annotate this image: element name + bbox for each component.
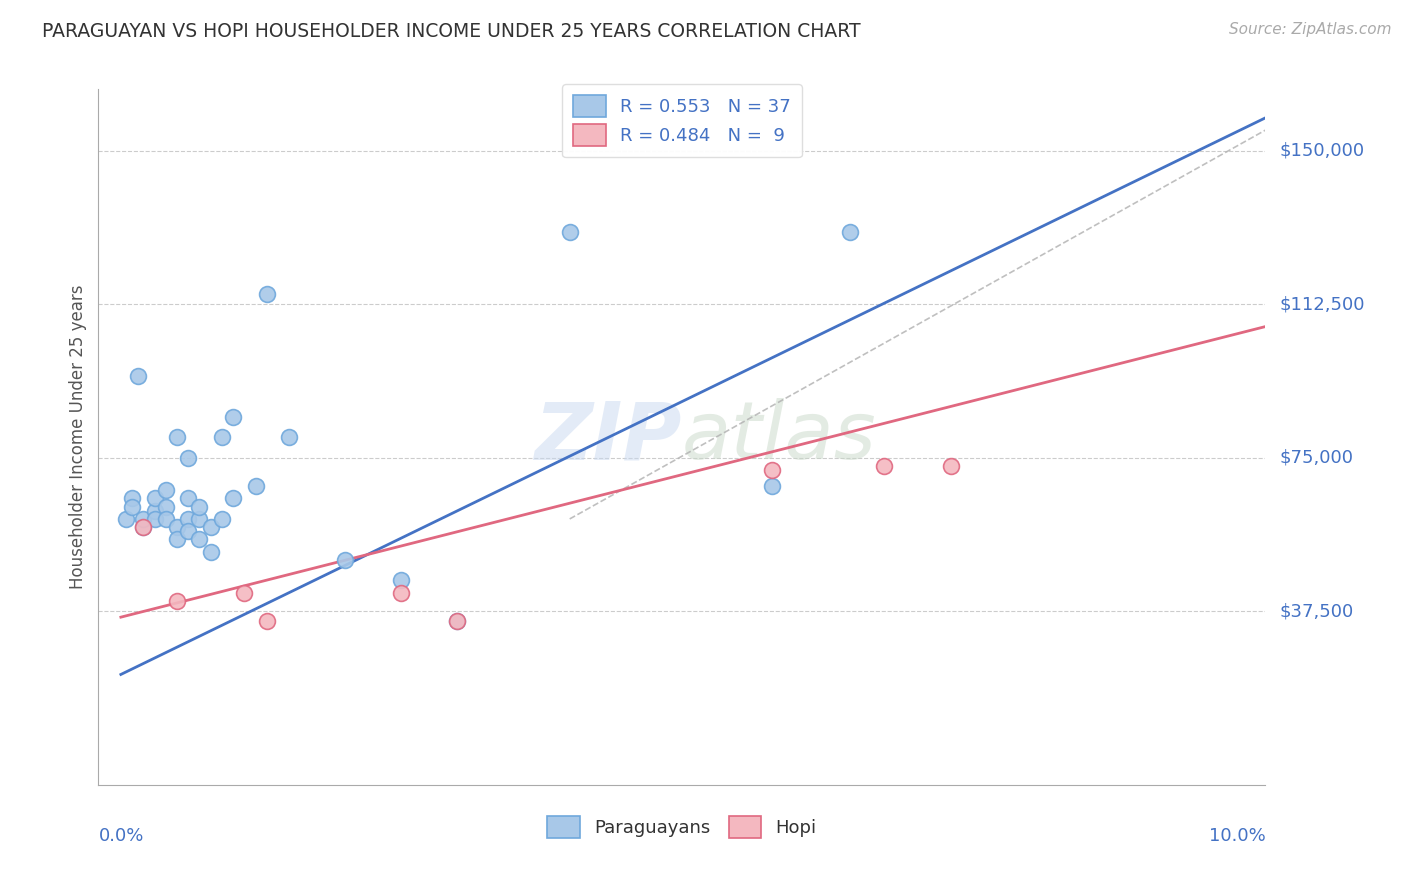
Point <box>222 491 245 506</box>
Legend: Paraguayans, Hopi: Paraguayans, Hopi <box>540 809 824 846</box>
Point <box>389 585 412 599</box>
Point <box>177 491 200 506</box>
Point <box>188 533 211 547</box>
Point <box>446 614 468 628</box>
Point <box>143 504 166 518</box>
Point <box>222 409 245 424</box>
Point <box>245 479 267 493</box>
Point <box>143 512 166 526</box>
Point <box>177 524 200 539</box>
Text: $150,000: $150,000 <box>1279 142 1364 160</box>
Point <box>127 368 149 383</box>
Point <box>188 500 211 514</box>
Point <box>446 614 468 628</box>
Point <box>761 479 783 493</box>
Point <box>177 450 200 465</box>
Text: Source: ZipAtlas.com: Source: ZipAtlas.com <box>1229 22 1392 37</box>
Point <box>941 458 963 473</box>
Point <box>389 574 412 588</box>
Point <box>761 463 783 477</box>
Text: atlas: atlas <box>682 398 877 476</box>
Point <box>115 512 138 526</box>
Point <box>121 491 143 506</box>
Point <box>121 500 143 514</box>
Point <box>166 533 188 547</box>
Point <box>335 553 357 567</box>
Point <box>166 520 188 534</box>
Point <box>188 512 211 526</box>
Text: $75,000: $75,000 <box>1279 449 1354 467</box>
Point <box>155 500 177 514</box>
Text: 10.0%: 10.0% <box>1209 827 1265 845</box>
Point <box>256 614 278 628</box>
Text: PARAGUAYAN VS HOPI HOUSEHOLDER INCOME UNDER 25 YEARS CORRELATION CHART: PARAGUAYAN VS HOPI HOUSEHOLDER INCOME UN… <box>42 22 860 41</box>
Text: ZIP: ZIP <box>534 398 682 476</box>
Point <box>558 226 581 240</box>
Point <box>200 544 222 558</box>
Point <box>155 483 177 498</box>
Point <box>278 430 301 444</box>
Point <box>132 512 155 526</box>
Point <box>233 585 256 599</box>
Y-axis label: Householder Income Under 25 years: Householder Income Under 25 years <box>69 285 87 590</box>
Point <box>177 512 200 526</box>
Point <box>211 512 233 526</box>
Point <box>256 286 278 301</box>
Point <box>839 226 862 240</box>
Point <box>155 512 177 526</box>
Point <box>166 594 188 608</box>
Text: 0.0%: 0.0% <box>98 827 143 845</box>
Text: $37,500: $37,500 <box>1279 602 1354 620</box>
Point <box>873 458 896 473</box>
Point <box>166 430 188 444</box>
Point <box>200 520 222 534</box>
Point <box>211 430 233 444</box>
Point <box>132 520 155 534</box>
Text: $112,500: $112,500 <box>1279 295 1365 313</box>
Point <box>132 520 155 534</box>
Point <box>143 491 166 506</box>
